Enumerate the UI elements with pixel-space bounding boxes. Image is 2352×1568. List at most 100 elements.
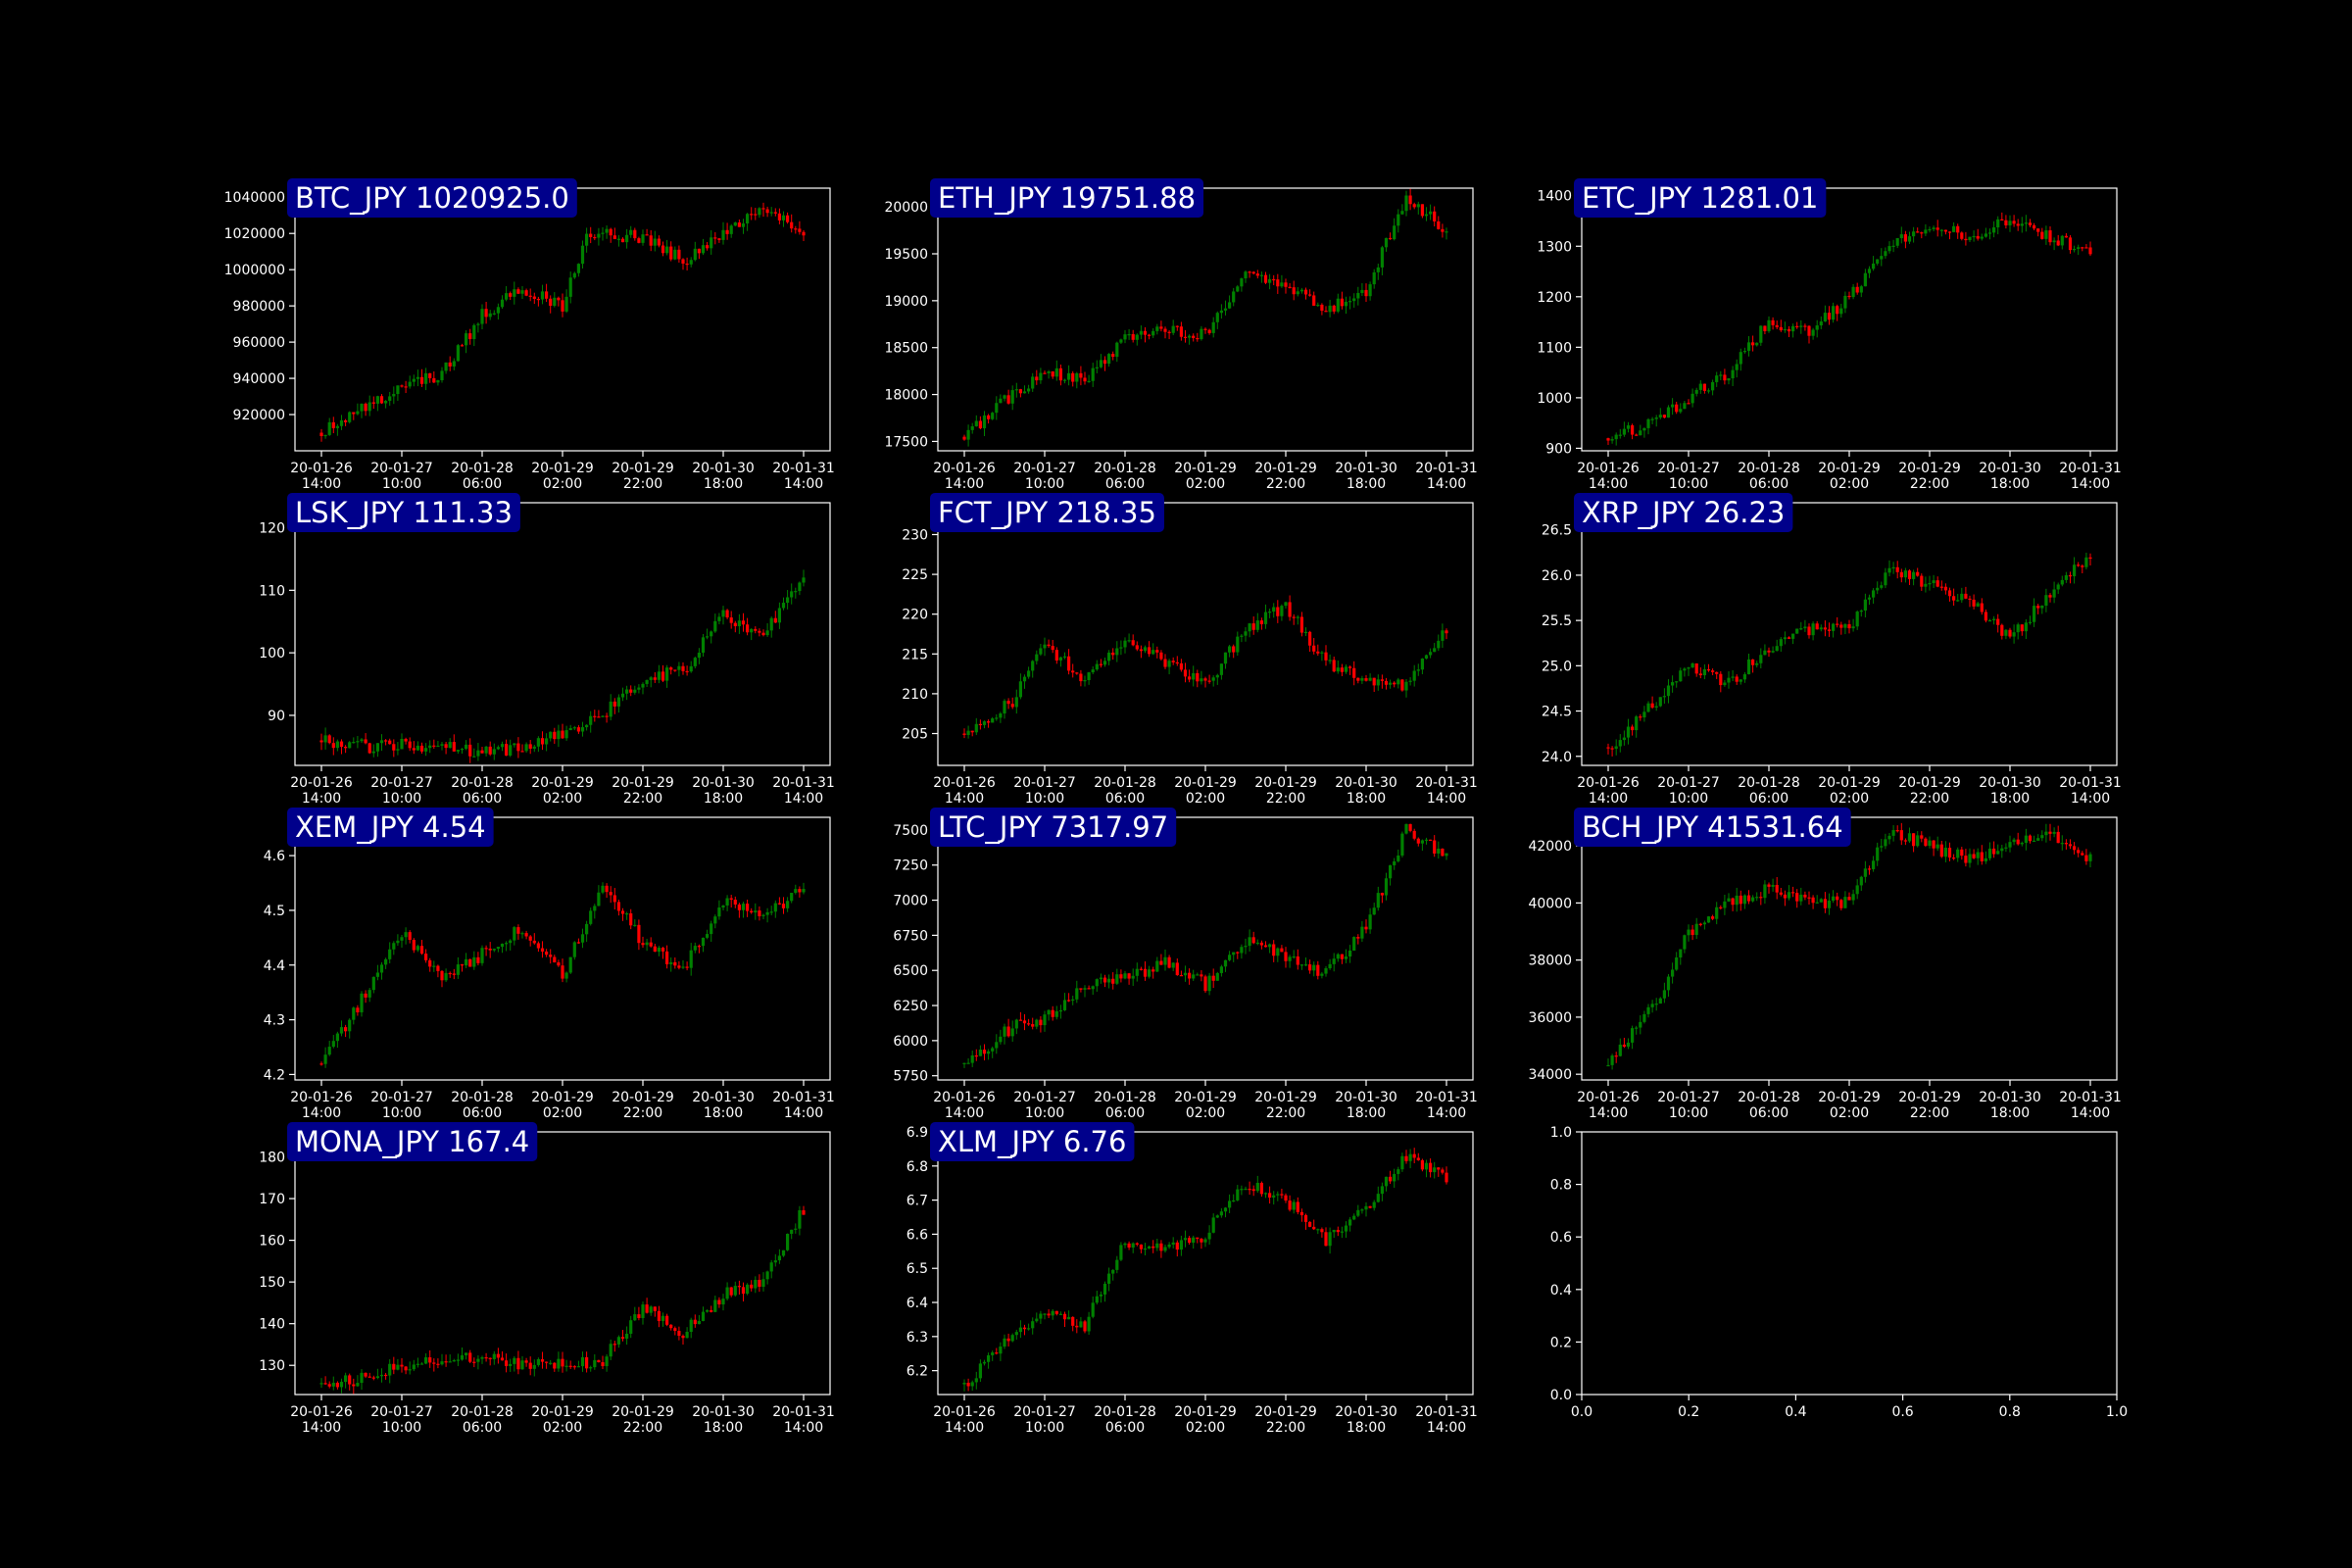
x-tick-time: 14:00 [784, 1420, 823, 1436]
y-tick-label: 6250 [893, 999, 928, 1014]
candle-body [465, 1352, 468, 1355]
candle-body [1119, 1245, 1123, 1260]
candle-body [1259, 1182, 1263, 1195]
candle-body [733, 1286, 737, 1296]
candle-body [1715, 671, 1719, 674]
candle-body [689, 950, 693, 968]
x-tick-label: 20-01-30 18:00 [1335, 1090, 1397, 1121]
candle-body [1694, 923, 1698, 936]
x-tick-time: 18:00 [1990, 1105, 2030, 1121]
candle-body [1847, 623, 1851, 629]
candle-body [1389, 1176, 1393, 1182]
candle-body [1244, 631, 1248, 636]
candle-body [448, 742, 452, 749]
x-tick-date: 20-01-29 [612, 461, 674, 476]
x-tick-time: 02:00 [1186, 1420, 1225, 1436]
candle-body [1071, 670, 1075, 673]
candles [1606, 822, 2092, 1070]
candle-body [1706, 668, 1711, 671]
x-tick-date: 20-01-31 [2059, 1090, 2122, 1105]
x-tick-label: 20-01-29 22:00 [1254, 461, 1317, 492]
candle-body [1324, 311, 1328, 313]
candle-body [1408, 1153, 1412, 1161]
candle-body [1062, 1000, 1067, 1010]
candle-body [725, 229, 729, 234]
candle-body [484, 1356, 488, 1359]
pair-price-label: XEM_JPY 4.54 [287, 808, 494, 847]
candle-body [572, 727, 576, 729]
y-tick-label: 19500 [884, 247, 928, 263]
x-tick-label: 20-01-29 02:00 [1174, 1090, 1237, 1121]
x-tick-date: 20-01-28 [1094, 775, 1156, 791]
x-tick-time: 14:00 [1427, 476, 1466, 492]
candle-body [1183, 669, 1188, 677]
x-tick-label: 20-01-26 14:00 [290, 775, 353, 807]
candle-body [974, 1054, 978, 1057]
candle-body [488, 948, 492, 951]
candle-body [1135, 1243, 1139, 1245]
candle-body [1960, 593, 1964, 601]
candle-body [1035, 1318, 1039, 1322]
y-tick-label: 6.7 [906, 1194, 928, 1209]
candle-body [1996, 851, 2000, 855]
candle-body [1767, 884, 1771, 887]
candle-body [1711, 670, 1715, 672]
candle-body [649, 1306, 653, 1313]
candle-body [468, 333, 472, 339]
candle-body [1384, 878, 1389, 896]
candle-body [616, 902, 620, 911]
candle-body [1622, 737, 1626, 741]
candle-body [1731, 898, 1735, 906]
candle-body [488, 313, 492, 318]
candle-body [585, 724, 589, 728]
candle-body [1836, 896, 1839, 901]
candle-body [2056, 584, 2060, 590]
candle-body [2073, 248, 2077, 251]
candle-body [568, 277, 572, 297]
x-tick-label: 20-01-29 22:00 [1898, 461, 1961, 492]
candle-body [962, 1382, 966, 1385]
x-tick-date: 20-01-30 [1335, 461, 1397, 476]
candle-body [769, 911, 773, 913]
y-tick-label: 25.0 [1542, 659, 1572, 674]
candle-body [1992, 848, 1996, 855]
label-box [287, 808, 494, 847]
candle-body [1320, 973, 1324, 976]
label-box [287, 493, 520, 532]
candle-body [1352, 937, 1356, 951]
candle-body [572, 272, 576, 278]
candle-body [786, 1233, 790, 1250]
candle-body [1006, 701, 1010, 705]
candle-body [1087, 380, 1091, 382]
candle-body [1976, 235, 1980, 239]
candle-body [1880, 846, 1884, 848]
pair-price-text: XRP_JPY 26.23 [1582, 496, 1785, 529]
x-tick-label: 20-01-27 10:00 [370, 1090, 433, 1121]
candle-body [2040, 835, 2044, 839]
candle-body [1248, 271, 1251, 273]
candle-body [392, 943, 396, 950]
y-tick-label: 170 [259, 1192, 285, 1207]
x-tick-label: 20-01-28 06:00 [1094, 775, 1156, 807]
candle-body [1992, 226, 1996, 233]
candle-body [1296, 1201, 1299, 1212]
candle-body [339, 1027, 344, 1034]
candle-body [1148, 1246, 1152, 1249]
candle-body [1047, 371, 1051, 373]
candle-body [620, 238, 625, 243]
candle-body [1332, 660, 1336, 672]
candle-body [1437, 1167, 1441, 1170]
candle-body [1127, 640, 1131, 642]
candle-body [769, 1262, 773, 1272]
candle-body [1376, 679, 1380, 686]
candle-body [1031, 376, 1035, 389]
candle-body [987, 1354, 991, 1362]
candle-body [697, 248, 701, 254]
candle-body [561, 300, 564, 312]
candle-body [561, 965, 564, 979]
x-tick-date: 20-01-29 [531, 1090, 594, 1105]
candle-body [1698, 383, 1702, 390]
candle-body [1895, 566, 1899, 572]
candle-body [625, 234, 629, 243]
y-tick-label: 1.0 [1550, 1125, 1572, 1141]
